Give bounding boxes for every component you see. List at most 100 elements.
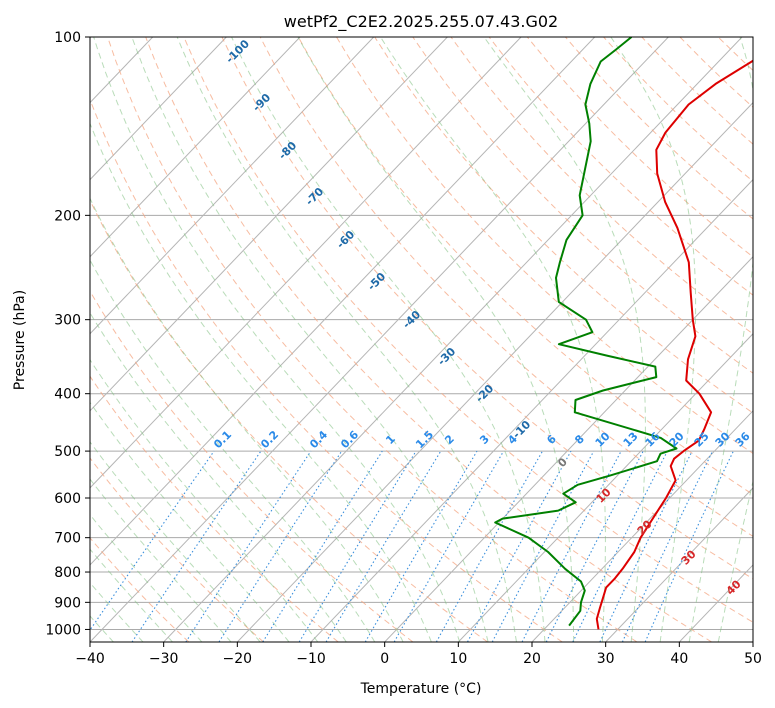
y-tick-label: 1000 xyxy=(45,622,81,638)
x-tick-label: −30 xyxy=(149,651,179,667)
dry-adiabat-line xyxy=(412,37,753,374)
dry-adiabat-label: -30 xyxy=(435,345,458,368)
mixing-ratio-line xyxy=(393,450,505,642)
moist-adiabat-label: 10 xyxy=(594,485,614,505)
background-lines xyxy=(0,37,775,642)
temperature-profile xyxy=(595,59,753,630)
y-tick-label: 200 xyxy=(54,208,81,224)
x-tick-label: −40 xyxy=(75,651,105,667)
y-tick-label: 900 xyxy=(54,595,81,611)
moist-adiabat-line xyxy=(90,441,261,642)
dry-adiabat-line xyxy=(297,37,753,496)
y-tick-label: 700 xyxy=(54,531,81,547)
mixing-ratio-line xyxy=(467,450,572,642)
isotherm-line xyxy=(90,37,448,412)
isotherm-line xyxy=(90,37,669,642)
moist-adiabat-line xyxy=(90,358,319,642)
moist-adiabat-line xyxy=(90,311,347,642)
plot-frame xyxy=(89,36,754,643)
x-tick-label: 40 xyxy=(670,651,688,667)
dry-adiabat-line xyxy=(336,37,753,455)
moist-adiabat-line xyxy=(176,37,517,642)
mixing-ratio-line xyxy=(218,450,343,642)
dry-adiabat-line xyxy=(90,537,190,642)
chart-title: wetPf2_C2E2.2025.255.07.43.G02 xyxy=(284,12,558,32)
x-tick-label: 0 xyxy=(380,651,389,667)
dry-adiabat-line xyxy=(90,457,264,642)
mixing-ratio-label: 36 xyxy=(733,429,753,449)
dry-adiabat-line xyxy=(756,37,775,642)
y-tick-label: 800 xyxy=(54,565,81,581)
dry-adiabat-line xyxy=(488,37,753,296)
dry-adiabat-line xyxy=(717,37,753,72)
dry-adiabat-line xyxy=(90,199,488,642)
mixing-ratio-line xyxy=(435,450,543,642)
isotherm-line xyxy=(163,37,743,642)
dry-adiabat-line xyxy=(450,37,753,335)
mixing-ratio-line xyxy=(90,450,215,631)
moist-adiabat-line xyxy=(231,37,546,642)
dry-adiabat-line xyxy=(145,37,712,642)
mixing-ratio-line xyxy=(298,450,417,642)
moist-adiabat-line xyxy=(90,401,290,642)
dewpoint-profile xyxy=(494,37,678,627)
mixing-ratio-label: 1.5 xyxy=(413,428,436,451)
isotherm-line xyxy=(531,410,753,642)
dry-adiabat-label: -70 xyxy=(303,185,326,208)
moist-adiabat-label: 0 xyxy=(555,455,570,470)
mixing-ratio-label: 25 xyxy=(692,430,712,450)
isotherm-line xyxy=(457,333,753,642)
x-tick-label: 10 xyxy=(449,651,467,667)
mixing-ratio-label: 0.1 xyxy=(211,428,234,451)
dry-adiabat-line xyxy=(641,37,753,145)
isotherm-line xyxy=(90,37,301,258)
y-tick-label: 100 xyxy=(54,30,81,46)
mixing-ratio-label: 0.4 xyxy=(307,428,330,451)
mixing-ratio-line xyxy=(491,450,595,642)
isotherm-line xyxy=(752,641,753,642)
dry-adiabat-label: -20 xyxy=(473,382,496,405)
y-axis-label: Pressure (hPa) xyxy=(12,290,28,390)
moist-adiabat-line xyxy=(688,37,753,642)
dry-adiabat-line xyxy=(107,37,638,642)
x-tick-label: −20 xyxy=(223,651,253,667)
y-axis: 1000 900 800 700 600 500 400 300 200 100 xyxy=(45,30,90,638)
dry-adiabat-line xyxy=(90,290,414,642)
isotherm-line xyxy=(384,255,753,642)
y-tick-label: 600 xyxy=(54,491,81,507)
mixing-ratio-line xyxy=(545,450,644,642)
moist-adiabat-line xyxy=(297,37,575,642)
dry-adiabat-label: -60 xyxy=(334,228,357,251)
y-tick-label: 400 xyxy=(54,387,81,403)
moist-adiabat-label: 40 xyxy=(724,577,744,597)
mixing-ratio-label: 3 xyxy=(477,432,492,447)
moist-adiabat-line xyxy=(90,122,432,642)
moist-adiabat-line xyxy=(380,37,606,642)
isotherm-line xyxy=(90,37,522,489)
isotherm-line xyxy=(0,37,5,642)
isotherm-line xyxy=(236,101,753,642)
x-axis-label: Temperature (°C) xyxy=(360,681,482,697)
isotherm-line xyxy=(90,37,227,181)
dry-adiabat-line xyxy=(90,97,563,642)
moist-adiabat-line xyxy=(610,37,697,642)
x-tick-label: 50 xyxy=(744,651,762,667)
mixing-ratio-label: 10 xyxy=(593,429,613,449)
mixing-ratio-label: 13 xyxy=(621,430,641,450)
mixing-ratio-line xyxy=(644,450,734,642)
profiles xyxy=(494,37,753,630)
moist-adiabat-line xyxy=(90,478,232,642)
moist-adiabat-line xyxy=(93,37,461,642)
isotherm-line xyxy=(90,37,596,566)
moist-adiabat-line xyxy=(90,258,376,642)
mixing-ratio-label: 0.2 xyxy=(258,428,281,451)
mixing-ratio-label: 6 xyxy=(544,432,559,447)
dry-adiabat-line xyxy=(221,37,753,580)
mixing-ratio-label: 8 xyxy=(572,432,587,447)
dry-adiabat-label: -40 xyxy=(400,308,423,331)
y-tick-label: 300 xyxy=(54,313,81,329)
mixing-ratio-line xyxy=(572,450,668,642)
isotherm-line xyxy=(605,487,753,642)
y-tick-label: 500 xyxy=(54,444,81,460)
